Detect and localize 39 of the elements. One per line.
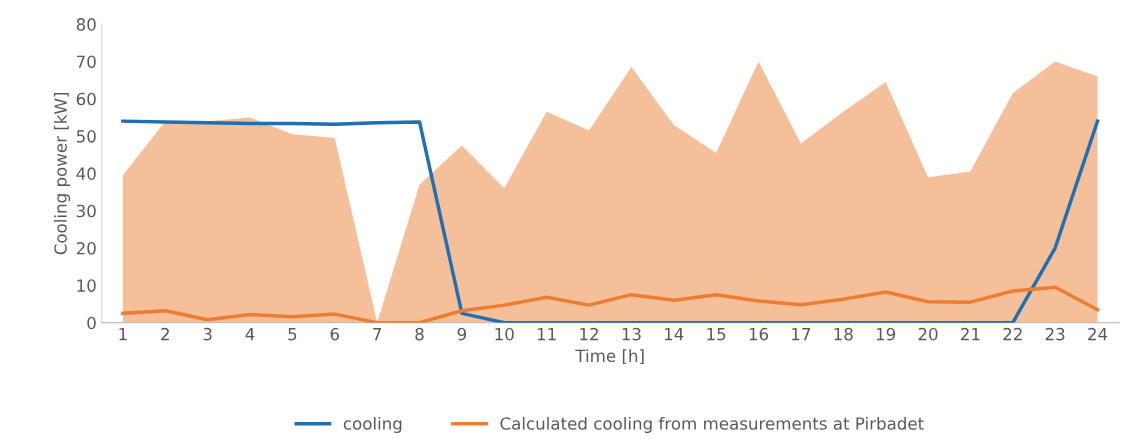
legend-label: Calculated cooling from measurements at Pirbadet	[500, 416, 924, 434]
x-tick-label: 7	[373, 328, 382, 341]
y-tick-label: 70	[77, 55, 96, 69]
x-tick-label: 13	[622, 327, 641, 341]
y-tick-label: 0	[87, 316, 96, 330]
x-tick-label: 5	[288, 328, 297, 341]
x-tick-label: 12	[580, 327, 598, 341]
x-tick-label: 4	[245, 328, 255, 341]
x-tick-label: 1	[119, 328, 127, 341]
y-tick-label: 80	[76, 18, 96, 31]
y-tick-label: 30	[76, 204, 96, 218]
x-tick-label: 19	[876, 327, 896, 341]
y-tick-label: 40	[76, 167, 96, 180]
x-tick-label: 22	[1003, 327, 1022, 341]
x-tick-label: 21	[961, 327, 980, 341]
x-tick-label: 8	[415, 327, 424, 341]
x-axis-title: Time [h]	[575, 349, 644, 365]
line-series	[121, 285, 1100, 323]
x-tick-label: 10	[495, 327, 514, 341]
y-tick-label: 50	[76, 130, 96, 143]
x-tick-label: 14	[664, 328, 684, 341]
x-tick-label: 15	[707, 328, 726, 341]
y-tick-label: 60	[76, 92, 96, 106]
y-axis-title: Cooling power [kW]	[53, 93, 71, 255]
x-tick-label: 20	[918, 327, 938, 341]
x-tick-label: 9	[457, 327, 467, 341]
x-tick-label: 11	[537, 328, 556, 341]
y-tick-label: 10	[77, 279, 96, 292]
x-tick-label: 2	[161, 327, 169, 341]
x-tick-label: 3	[203, 327, 212, 341]
x-tick-label: 17	[792, 328, 811, 341]
legend-label: cooling	[343, 416, 402, 434]
x-tick-label: 24	[1088, 327, 1108, 341]
x-tick-label: 16	[749, 327, 769, 341]
x-tick-label: 6	[330, 327, 340, 341]
line-series	[121, 119, 1100, 323]
y-tick-label: 20	[76, 242, 96, 255]
x-tick-label: 23	[1045, 327, 1065, 341]
x-tick-label: 18	[834, 327, 853, 341]
